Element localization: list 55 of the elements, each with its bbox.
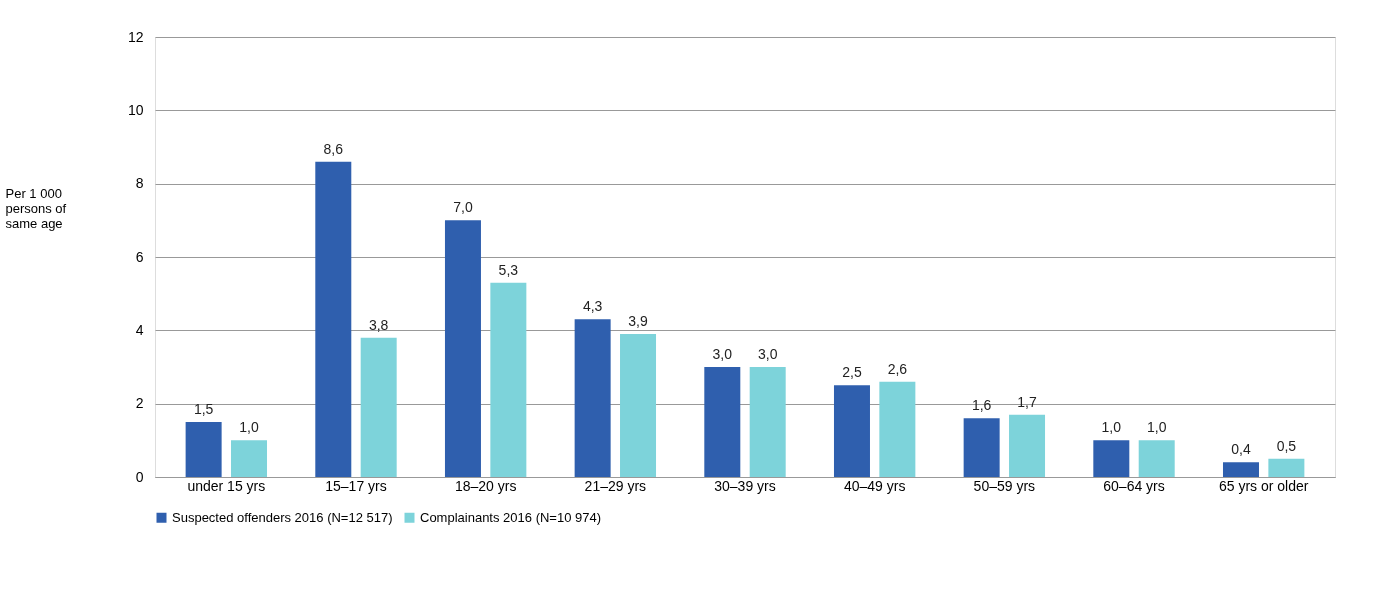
bar [360,337,397,477]
bar [620,334,657,477]
legend-label: Suspected offenders 2016 (N=12 517) [172,509,393,525]
bar [574,319,611,477]
y-tick-label: 8 [135,175,144,192]
bar [1222,462,1259,477]
data-label: 1,5 [193,401,214,417]
bar [185,422,222,477]
bar [231,440,268,477]
data-label: 2,6 [887,360,908,377]
bar [1009,414,1046,477]
y-tick-label: 2 [135,395,144,412]
y-tick-label: 4 [135,321,144,338]
bar [704,367,741,477]
x-tick-label: 18–20 yrs [454,477,517,494]
data-label: 3,0 [757,346,778,362]
bar [963,418,1000,477]
data-label: 3,9 [628,313,648,329]
bar [749,367,786,477]
y-tick-label: 10 [127,101,144,118]
bar [1138,440,1175,477]
data-label: 1,0 [239,419,259,436]
bar [1268,458,1305,477]
data-label: 5,3 [498,261,519,278]
legend-label: Complainants 2016 (N=10 974) [420,509,602,525]
bar [444,220,481,477]
x-tick-label: 21–29 yrs [584,477,647,494]
x-tick-label: 30–39 yrs [714,477,776,494]
data-label: 3,0 [712,346,733,362]
data-label: 4,3 [582,298,603,315]
data-label: 1,6 [971,397,992,414]
x-tick-label: under 15 yrs [187,477,266,494]
data-label: 3,8 [368,316,389,333]
data-label: 0,4 [1231,441,1251,458]
data-label: 1,0 [1101,419,1122,436]
x-tick-label: 15–17 yrs [325,477,387,494]
data-label: 2,5 [842,364,862,381]
bar [315,161,352,477]
data-label: 1,7 [1017,393,1037,410]
bar [879,381,916,477]
y-axis-title: Per 1 000 persons of same age [5,185,67,231]
bar [1093,440,1130,477]
x-tick-label: 50–59 yrs [973,477,1036,494]
y-tick-label: 0 [135,468,144,485]
x-tick-label: 65 yrs or older [1218,477,1309,494]
data-label: 0,5 [1276,437,1297,454]
bar [490,282,527,477]
y-tick-label: 12 [127,28,144,45]
x-tick-label: 40–49 yrs [843,477,906,494]
y-tick-label: 6 [135,248,144,265]
data-label: 8,6 [323,140,344,157]
x-tick-label: 60–64 yrs [1103,477,1165,494]
data-label: 1,0 [1146,419,1167,436]
data-label: 7,0 [453,199,473,216]
bar [833,385,870,477]
